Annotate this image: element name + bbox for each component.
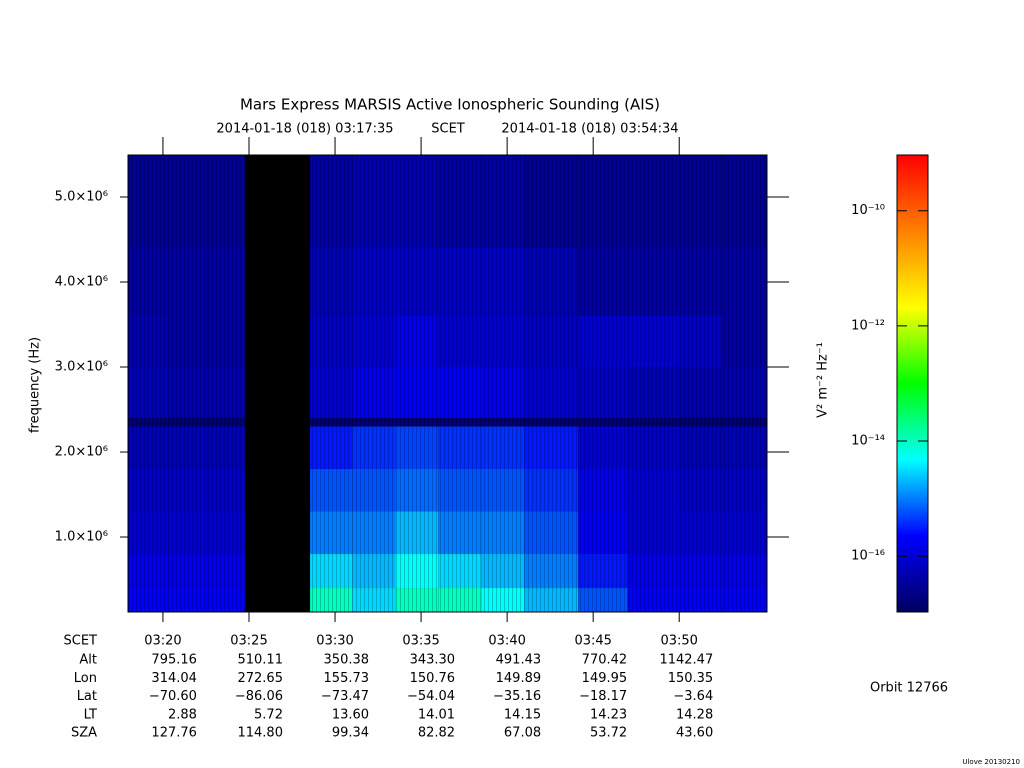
ephemeris-value: 510.11 — [237, 653, 283, 668]
ephemeris-value: −18.17 — [579, 689, 627, 704]
ephemeris-value: 150.35 — [668, 671, 714, 686]
ephemeris-label: LT — [84, 707, 97, 722]
colorbar-label: V² m⁻² Hz⁻¹ — [816, 342, 831, 418]
x-tick-label: 03:25 — [230, 634, 267, 649]
ephemeris-value: 67.08 — [504, 726, 541, 741]
end-time: 2014-01-18 (018) 03:54:34 — [501, 122, 678, 137]
start-time: 2014-01-18 (018) 03:17:35 — [216, 122, 393, 137]
ephemeris-value: 795.16 — [151, 653, 197, 668]
ephemeris-value: 350.38 — [324, 653, 370, 668]
ephemeris-label: Alt — [79, 653, 97, 668]
colorbar-tick-label: 10⁻¹² — [851, 318, 885, 333]
x-tick-label: 03:50 — [660, 634, 697, 649]
ephemeris-value: 1142.47 — [659, 653, 713, 668]
x-tick-label: 03:45 — [574, 634, 611, 649]
chart-title: Mars Express MARSIS Active Ionospheric S… — [240, 96, 660, 114]
colorbar — [896, 154, 929, 613]
ephemeris-label: Lon — [74, 671, 97, 686]
ephemeris-value: 53.72 — [590, 726, 627, 741]
ephemeris-value: 14.15 — [504, 707, 541, 722]
ephemeris-value: 13.60 — [332, 707, 369, 722]
x-tick-label: 03:40 — [488, 634, 525, 649]
ephemeris-label: SCET — [64, 634, 98, 649]
ephemeris-value: 99.34 — [332, 726, 369, 741]
y-tick-label: 3.0×10⁶ — [55, 360, 108, 375]
scet-label: SCET — [431, 122, 465, 137]
ephemeris-value: −54.04 — [407, 689, 455, 704]
orbit: Orbit 12766 — [870, 681, 948, 696]
ephemeris-value: 155.73 — [324, 671, 370, 686]
y-tick-label: 2.0×10⁶ — [55, 445, 108, 460]
ephemeris-value: 491.43 — [496, 653, 542, 668]
ephemeris-value: −73.47 — [321, 689, 369, 704]
colorbar-tick-label: 10⁻¹⁰ — [851, 203, 885, 218]
ephemeris-value: 150.76 — [410, 671, 456, 686]
ephemeris-value: 82.82 — [418, 726, 455, 741]
texture — [128, 155, 767, 612]
ephemeris-value: 14.28 — [676, 707, 713, 722]
ephemeris-value: 149.95 — [582, 671, 628, 686]
ephemeris-value: 343.30 — [410, 653, 456, 668]
ephemeris-value: 14.01 — [418, 707, 455, 722]
x-tick-label: 03:20 — [144, 634, 181, 649]
ephemeris-value: 5.72 — [254, 707, 283, 722]
plot-frame — [127, 154, 768, 613]
y-tick-label: 5.0×10⁶ — [55, 189, 108, 204]
footer: Ulove 20130210 — [962, 758, 1020, 766]
ephemeris-value: 314.04 — [151, 671, 197, 686]
ephemeris-value: −3.64 — [673, 689, 713, 704]
ephemeris-value: 770.42 — [582, 653, 628, 668]
ephemeris-value: 43.60 — [676, 726, 713, 741]
colorbar-tick-label: 10⁻¹⁴ — [851, 434, 885, 449]
ephemeris-value: 114.80 — [237, 726, 283, 741]
ephemeris-value: −70.60 — [149, 689, 197, 704]
colorbar-tick-label: 10⁻¹⁶ — [851, 549, 885, 564]
ephemeris-label: SZA — [71, 726, 97, 741]
ephemeris-value: 272.65 — [237, 671, 283, 686]
x-tick-label: 03:35 — [402, 634, 439, 649]
ephemeris-value: 127.76 — [151, 726, 197, 741]
ephemeris-value: 149.89 — [496, 671, 542, 686]
y-axis-label: frequency (Hz) — [28, 337, 43, 433]
y-tick-label: 1.0×10⁶ — [55, 530, 108, 545]
ephemeris-value: −86.06 — [235, 689, 283, 704]
ephemeris-value: 14.23 — [590, 707, 627, 722]
ephemeris-value: 2.88 — [168, 707, 197, 722]
ephemeris-label: Lat — [77, 689, 97, 704]
x-tick-label: 03:30 — [316, 634, 353, 649]
y-tick-label: 4.0×10⁶ — [55, 275, 108, 290]
ephemeris-value: −35.16 — [493, 689, 541, 704]
